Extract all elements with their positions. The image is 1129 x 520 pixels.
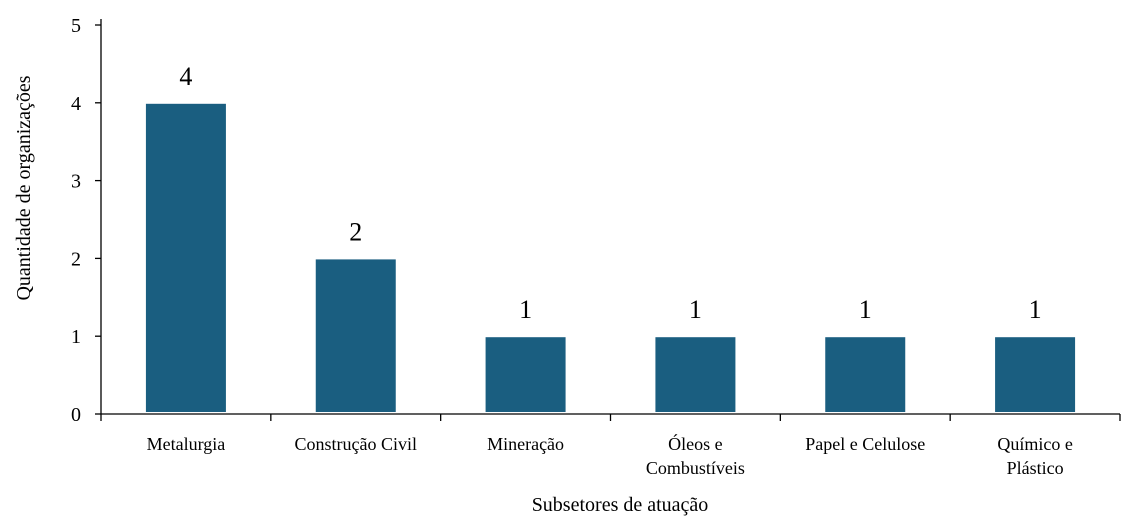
data-label: 1 [689,295,702,324]
x-axis-title: Subsetores de atuação [532,494,709,516]
y-tick-label: 5 [71,15,81,37]
data-label: 1 [859,295,872,324]
x-tick-label: Mineração [487,434,564,454]
x-ticks-group: Metalurgia Construção Civil Mineração Óleos… [100,414,1121,478]
bar [993,335,1078,415]
bar [653,335,738,415]
bar [483,335,568,415]
y-tick-label: 0 [71,404,81,426]
data-label: 1 [1029,295,1042,324]
x-tick-label: Químico e Plástico [997,434,1072,478]
data-label: 4 [179,62,192,91]
x-tick-label: Metalurgia [147,434,226,454]
bars-group [143,101,1078,415]
x-tick-label: Papel e Celulose [805,434,925,454]
x-tick-label: Óleos e Combustíveis [646,433,745,478]
x-tick-label: Construção Civil [295,434,418,454]
bar [823,335,908,415]
axes-group [100,19,1120,415]
y-axis-title: Quantidade de organizações [13,75,35,300]
y-ticks-group: 0 1 2 3 4 5 [71,15,101,426]
data-label: 1 [519,295,532,324]
data-label: 2 [349,217,362,246]
data-labels-group: 4 2 1 1 1 1 [179,62,1041,324]
y-tick-label: 4 [71,93,81,115]
y-tick-label: 1 [71,326,81,348]
y-tick-label: 3 [71,171,81,193]
y-tick-label: 2 [71,248,81,270]
bar [143,101,228,415]
bar [313,257,398,414]
